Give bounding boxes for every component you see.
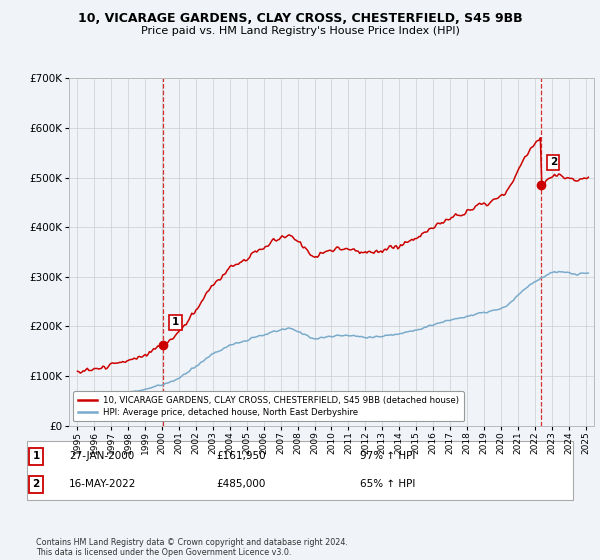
Legend: 10, VICARAGE GARDENS, CLAY CROSS, CHESTERFIELD, S45 9BB (detached house), HPI: A: 10, VICARAGE GARDENS, CLAY CROSS, CHESTE… bbox=[73, 391, 464, 421]
Text: £161,950: £161,950 bbox=[216, 451, 266, 461]
Text: 16-MAY-2022: 16-MAY-2022 bbox=[69, 479, 136, 489]
Text: 65% ↑ HPI: 65% ↑ HPI bbox=[360, 479, 415, 489]
Text: 1: 1 bbox=[172, 318, 179, 328]
Text: £485,000: £485,000 bbox=[216, 479, 265, 489]
Text: 27-JAN-2000: 27-JAN-2000 bbox=[69, 451, 134, 461]
Text: 1: 1 bbox=[32, 451, 40, 461]
Text: 2: 2 bbox=[32, 479, 40, 489]
Text: Price paid vs. HM Land Registry's House Price Index (HPI): Price paid vs. HM Land Registry's House … bbox=[140, 26, 460, 36]
Text: 97% ↑ HPI: 97% ↑ HPI bbox=[360, 451, 415, 461]
Text: 2: 2 bbox=[550, 157, 557, 167]
Text: 10, VICARAGE GARDENS, CLAY CROSS, CHESTERFIELD, S45 9BB: 10, VICARAGE GARDENS, CLAY CROSS, CHESTE… bbox=[77, 12, 523, 25]
Text: Contains HM Land Registry data © Crown copyright and database right 2024.
This d: Contains HM Land Registry data © Crown c… bbox=[36, 538, 348, 557]
